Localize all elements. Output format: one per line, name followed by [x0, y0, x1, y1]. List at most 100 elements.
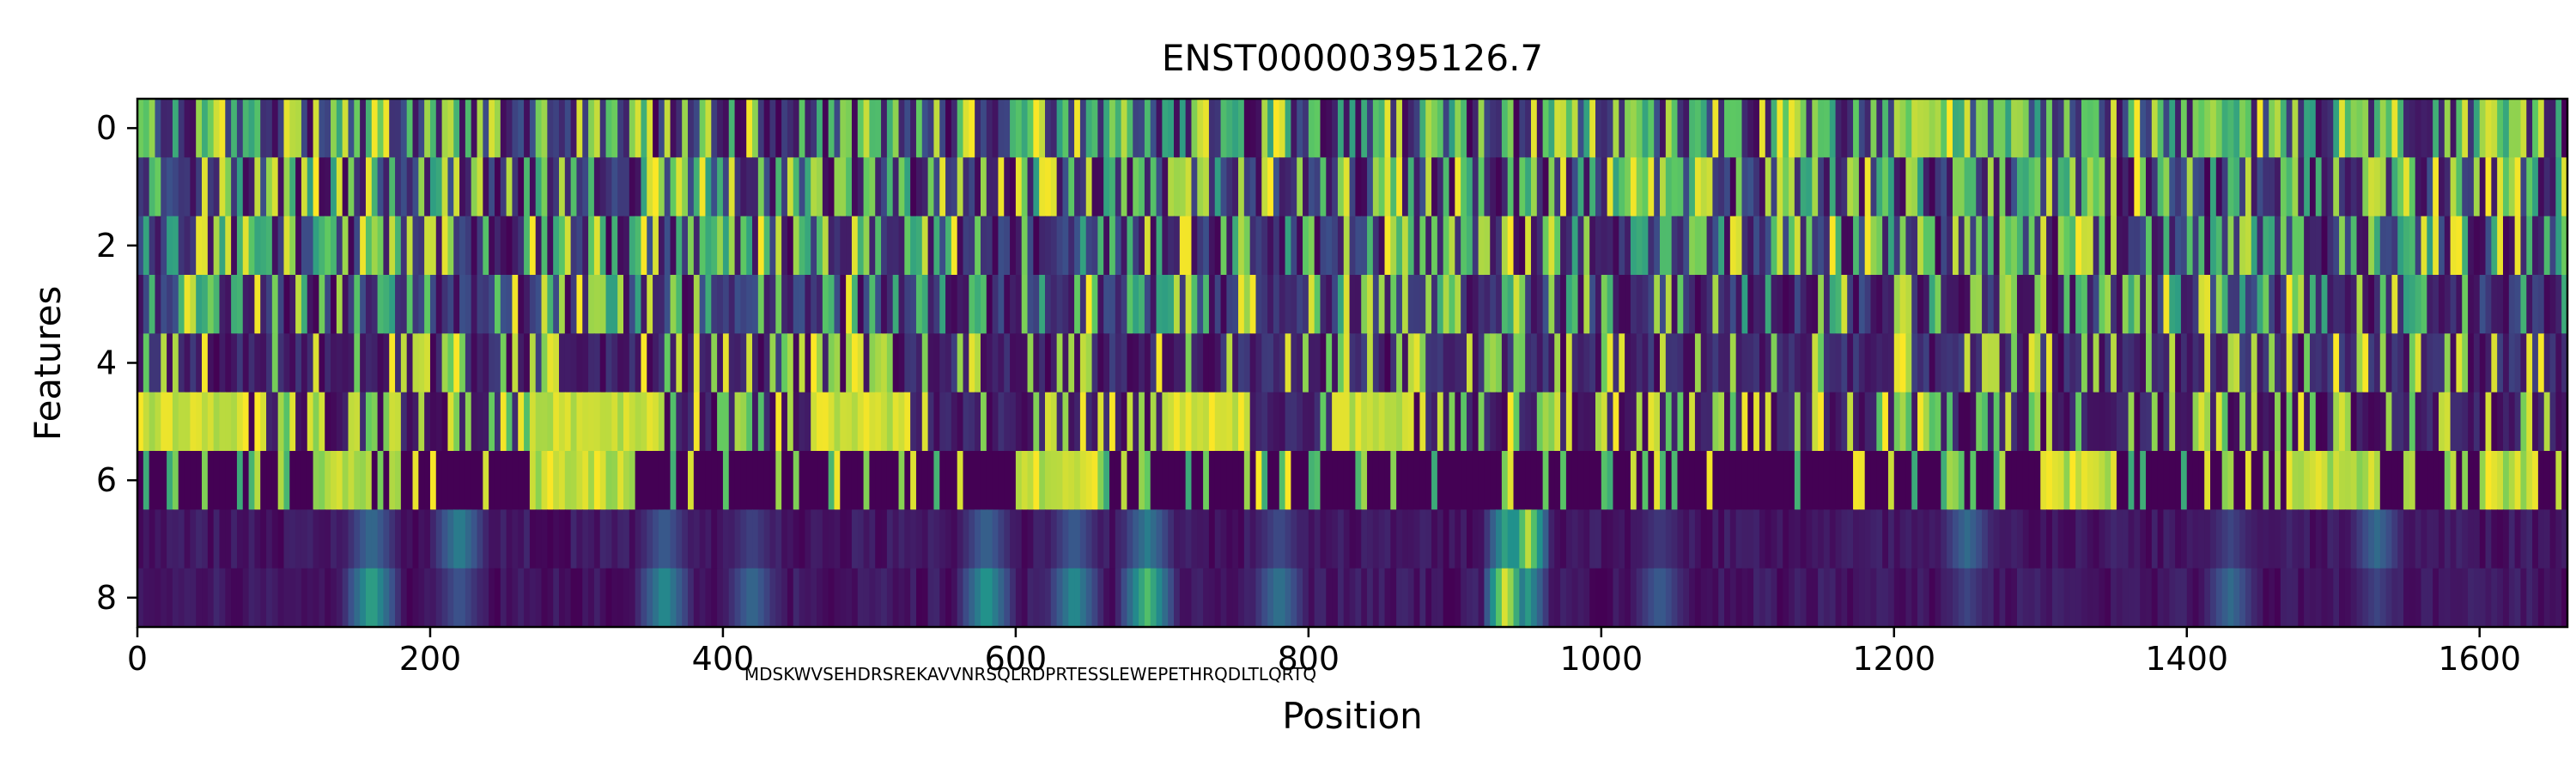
- heatmap-cell: [2309, 99, 2317, 158]
- heatmap-cell: [2502, 451, 2510, 510]
- heatmap-cell: [1741, 99, 1749, 158]
- heatmap-cell: [400, 99, 408, 158]
- heatmap-cell: [383, 216, 391, 276]
- heatmap-cell: [1326, 509, 1333, 569]
- heatmap-cell: [1530, 568, 1538, 628]
- heatmap-cell: [1548, 157, 1556, 217]
- heatmap-cell: [1472, 157, 1479, 217]
- heatmap-cell: [564, 568, 572, 628]
- heatmap-cell: [155, 509, 162, 569]
- heatmap-cell: [2327, 216, 2335, 276]
- heatmap-cell: [1062, 568, 1070, 628]
- heatmap-cell: [1853, 275, 1860, 334]
- heatmap-cell: [1829, 451, 1837, 510]
- heatmap-cell: [184, 509, 191, 569]
- heatmap-cell: [137, 99, 144, 158]
- heatmap-cell: [1156, 568, 1163, 628]
- heatmap-cell: [541, 509, 549, 569]
- heatmap-cell: [2140, 509, 2147, 569]
- heatmap-cell: [1355, 99, 1363, 158]
- heatmap-cell: [1109, 275, 1116, 334]
- heatmap-cell: [1109, 509, 1116, 569]
- heatmap-cell: [1847, 509, 1854, 569]
- heatmap-cell: [2011, 451, 2018, 510]
- heatmap-cell: [1823, 99, 1831, 158]
- heatmap-cell: [1174, 157, 1181, 217]
- heatmap-cell: [1074, 157, 1081, 217]
- heatmap-cell: [564, 333, 572, 393]
- heatmap-cell: [1431, 216, 1438, 276]
- heatmap-cell: [236, 509, 244, 569]
- heatmap-cell: [1407, 451, 1415, 510]
- heatmap-cell: [980, 157, 987, 217]
- heatmap-cell: [1127, 333, 1134, 393]
- heatmap-cell: [1121, 509, 1128, 569]
- heatmap-cell: [2011, 275, 2018, 334]
- heatmap-cell: [781, 392, 788, 452]
- heatmap-cell: [2122, 333, 2129, 393]
- heatmap-cell: [1601, 451, 1608, 510]
- heatmap-cell: [1571, 157, 1579, 217]
- heatmap-cell: [769, 451, 777, 510]
- heatmap-cell: [2239, 451, 2246, 510]
- heatmap-cell: [582, 392, 589, 452]
- heatmap-cell: [167, 275, 173, 334]
- heatmap-cell: [857, 392, 865, 452]
- heatmap-cell: [699, 157, 707, 217]
- heatmap-cell: [2373, 99, 2381, 158]
- heatmap-cell: [1103, 568, 1110, 628]
- heatmap-cell: [2221, 568, 2229, 628]
- heatmap-cell: [722, 333, 730, 393]
- heatmap-cell: [1162, 509, 1169, 569]
- heatmap-cell: [477, 157, 484, 217]
- heatmap-cell: [1847, 333, 1854, 393]
- heatmap-cell: [1683, 157, 1690, 217]
- heatmap-cell: [969, 451, 975, 510]
- heatmap-cell: [2468, 392, 2475, 452]
- heatmap-cell: [892, 216, 900, 276]
- heatmap-cell: [1214, 216, 1222, 276]
- heatmap-cell: [1648, 451, 1655, 510]
- heatmap-cell: [1970, 157, 1978, 217]
- heatmap-cell: [951, 392, 958, 452]
- heatmap-cell: [623, 333, 630, 393]
- heatmap-cell: [2433, 333, 2439, 393]
- heatmap-cell: [1759, 275, 1766, 334]
- heatmap-cell: [611, 157, 618, 217]
- heatmap-cell: [705, 392, 713, 452]
- heatmap-cell: [1941, 451, 1947, 510]
- heatmap-cell: [2514, 157, 2522, 217]
- heatmap-cell: [688, 99, 695, 158]
- heatmap-cell: [1396, 333, 1403, 393]
- heatmap-cell: [1478, 333, 1485, 393]
- heatmap-cell: [1753, 275, 1760, 334]
- heatmap-cell: [998, 333, 1005, 393]
- heatmap-cell: [149, 99, 156, 158]
- heatmap-cell: [1039, 157, 1046, 217]
- heatmap-cell: [1806, 157, 1814, 217]
- heatmap-cell: [1818, 568, 1825, 628]
- heatmap-cell: [2286, 216, 2293, 276]
- heatmap-cell: [682, 392, 689, 452]
- heatmap-cell: [236, 333, 244, 393]
- heatmap-cell: [1525, 451, 1532, 510]
- heatmap-cell: [1548, 509, 1556, 569]
- heatmap-cell: [1139, 99, 1145, 158]
- heatmap-cell: [2011, 392, 2018, 452]
- heatmap-cell: [2344, 392, 2352, 452]
- heatmap-cell: [2099, 392, 2106, 452]
- heatmap-cell: [980, 451, 987, 510]
- heatmap-cell: [1501, 275, 1509, 334]
- heatmap-cell: [1466, 333, 1473, 393]
- heatmap-cell: [1899, 333, 1907, 393]
- heatmap-cell: [2537, 568, 2545, 628]
- heatmap-cell: [1841, 451, 1849, 510]
- heatmap-cell: [2421, 333, 2428, 393]
- heatmap-cell: [2198, 451, 2206, 510]
- heatmap-cell: [1308, 568, 1315, 628]
- heatmap-cell: [752, 157, 759, 217]
- heatmap-cell: [1519, 275, 1526, 334]
- heatmap-cell: [1619, 275, 1625, 334]
- heatmap-cell: [617, 568, 624, 628]
- heatmap-cell: [623, 568, 630, 628]
